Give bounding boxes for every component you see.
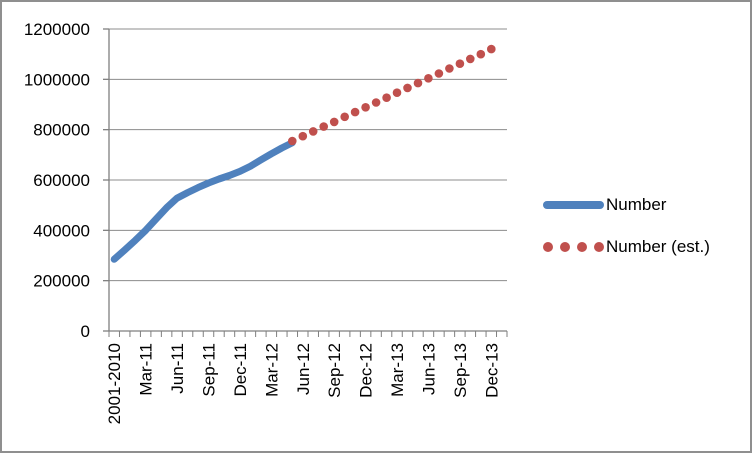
number-est-series-dot bbox=[445, 64, 454, 73]
legend-item-number-est: Number (est.) bbox=[543, 235, 710, 259]
y-axis-tick-label: 600000 bbox=[33, 171, 90, 190]
x-axis-tick-label: Mar-12 bbox=[262, 343, 281, 397]
number-est-series-dot bbox=[308, 127, 318, 136]
y-axis-tick-label: 800000 bbox=[33, 121, 90, 140]
number-est-series-dot bbox=[403, 83, 412, 93]
number-est-series-dot bbox=[434, 69, 444, 78]
x-axis-tick-label: Dec-12 bbox=[357, 343, 376, 398]
number-est-series-dot bbox=[382, 93, 391, 102]
number-est-series-dot bbox=[329, 117, 339, 127]
number-est-series-dot bbox=[413, 78, 423, 88]
y-axis-tick-label: 1200000 bbox=[24, 20, 90, 39]
legend-number-est-label: Number (est.) bbox=[606, 237, 710, 256]
number-est-series-dot bbox=[350, 107, 360, 117]
x-axis-tick-label: Dec-13 bbox=[482, 343, 501, 398]
number-est-series-dot bbox=[476, 49, 486, 59]
number-series-swatch bbox=[543, 201, 604, 209]
legend-item-number: Number bbox=[543, 193, 666, 217]
number-est-series-dot bbox=[319, 122, 329, 131]
legend-number-label: Number bbox=[606, 195, 667, 214]
x-axis-tick-label: Mar-11 bbox=[137, 343, 156, 396]
x-axis-tick-label: Jun-13 bbox=[419, 343, 438, 395]
number-est-series-dot bbox=[298, 131, 308, 141]
y-axis-tick-label: 200000 bbox=[33, 272, 90, 291]
number-est-series-dot bbox=[424, 74, 433, 83]
y-axis-tick-label: 0 bbox=[81, 322, 90, 341]
number-est-series-dot bbox=[455, 59, 465, 68]
x-axis-tick-label: Sep-12 bbox=[325, 343, 344, 398]
number-est-series-swatch bbox=[543, 242, 604, 252]
number-est-series-dot bbox=[487, 44, 496, 54]
x-axis-tick-label: Jun-11 bbox=[168, 343, 187, 394]
number-est-series-dot bbox=[288, 136, 297, 146]
number-est-series-dot bbox=[466, 54, 475, 64]
y-axis-tick-label: 1000000 bbox=[24, 70, 90, 89]
number-est-series-dot bbox=[340, 112, 350, 122]
x-axis-tick-label: Jun-12 bbox=[294, 343, 313, 395]
number-series-line bbox=[110, 139, 296, 263]
y-axis-tick-label: 400000 bbox=[33, 221, 90, 240]
number-est-series-dot bbox=[392, 88, 402, 97]
x-axis-tick-label: Dec-11 bbox=[231, 343, 250, 397]
x-axis-tick-label: Sep-13 bbox=[451, 343, 470, 398]
x-axis-tick-label: 2001-2010 bbox=[105, 343, 124, 424]
x-axis-tick-label: Sep-11 bbox=[200, 343, 219, 397]
number-est-series-dot bbox=[371, 98, 381, 107]
number-est-series-dot bbox=[361, 103, 370, 112]
x-axis-tick-label: Mar-13 bbox=[388, 343, 407, 397]
